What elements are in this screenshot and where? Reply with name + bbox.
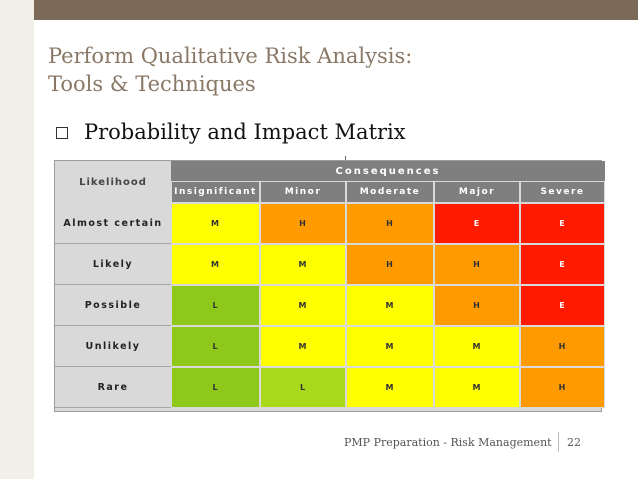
risk-cell: L — [171, 326, 260, 367]
top-bar — [34, 0, 638, 20]
title-line-1: Perform Qualitative Risk Analysis: — [48, 44, 413, 68]
likelihood-header: Likelihood — [55, 161, 171, 203]
square-bullet-icon — [56, 127, 68, 139]
risk-cell: M — [260, 244, 346, 285]
risk-cell: M — [171, 203, 260, 244]
risk-cell: M — [346, 326, 434, 367]
risk-cell: L — [171, 367, 260, 408]
risk-cell: E — [434, 203, 520, 244]
risk-cell: H — [260, 203, 346, 244]
footer-divider — [558, 432, 559, 452]
risk-cell: M — [346, 367, 434, 408]
probability-impact-matrix: Likelihood Consequences Insignificant Min… — [54, 160, 605, 412]
column-header-minor: Minor — [260, 181, 346, 203]
row-label-possible: Possible — [55, 285, 171, 326]
column-header-moderate: Moderate — [346, 181, 434, 203]
consequences-header: Consequences — [171, 161, 605, 181]
risk-cell: E — [520, 285, 605, 326]
risk-cell: L — [260, 367, 346, 408]
risk-cell: L — [171, 285, 260, 326]
row-label-rare: Rare — [55, 367, 171, 408]
risk-cell: M — [171, 244, 260, 285]
row-label-almost-certain: Almost certain — [55, 203, 171, 244]
risk-cell: H — [520, 326, 605, 367]
risk-cell: M — [346, 285, 434, 326]
tick-mark — [345, 156, 346, 160]
risk-cell: H — [434, 285, 520, 326]
page-number: 22 — [567, 436, 581, 449]
footer-text: PMP Preparation - Risk Management — [344, 436, 552, 449]
risk-cell: E — [520, 203, 605, 244]
bullet-text: Probability and Impact Matrix — [84, 120, 406, 144]
bullet-item: Probability and Impact Matrix — [56, 118, 406, 146]
slide-title: Perform Qualitative Risk Analysis: Tools… — [48, 42, 608, 98]
risk-cell: E — [520, 244, 605, 285]
title-line-2: Tools & Techniques — [48, 72, 256, 96]
risk-cell: M — [260, 285, 346, 326]
column-header-severe: Severe — [520, 181, 605, 203]
risk-cell: H — [346, 244, 434, 285]
risk-cell: H — [434, 244, 520, 285]
risk-cell: H — [346, 203, 434, 244]
left-margin-strip — [0, 0, 34, 479]
slide: Perform Qualitative Risk Analysis: Tools… — [34, 0, 638, 479]
risk-cell: M — [434, 367, 520, 408]
risk-cell: M — [434, 326, 520, 367]
row-label-likely: Likely — [55, 244, 171, 285]
risk-cell: H — [520, 367, 605, 408]
row-label-unlikely: Unlikely — [55, 326, 171, 367]
column-header-insignificant: Insignificant — [171, 181, 260, 203]
risk-cell: M — [260, 326, 346, 367]
column-header-major: Major — [434, 181, 520, 203]
